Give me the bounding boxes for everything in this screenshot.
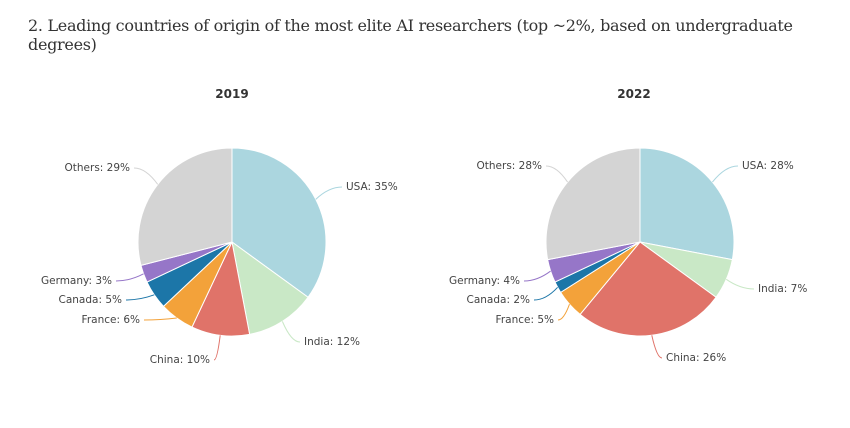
data-label-germany: Germany: 3% <box>41 275 112 287</box>
data-label-china: China: 10% <box>150 354 210 366</box>
data-label-others: Others: 28% <box>477 160 543 172</box>
pie-slice-usa <box>639 147 735 261</box>
connector-usa <box>712 165 739 183</box>
page-title: 2. Leading countries of origin of the mo… <box>28 16 793 54</box>
data-label-canada: Canada: 2% <box>467 294 531 306</box>
data-label-india: India: 7% <box>758 283 807 295</box>
data-label-canada: Canada: 5% <box>59 294 123 306</box>
data-label-china: China: 26% <box>666 352 726 364</box>
data-label-usa: USA: 35% <box>346 181 398 193</box>
connector-germany <box>523 270 551 282</box>
data-label-germany: Germany: 4% <box>449 275 520 287</box>
data-label-france: France: 6% <box>82 314 140 326</box>
connector-france <box>557 303 570 321</box>
connector-india <box>725 278 755 290</box>
connector-canada <box>533 286 558 301</box>
connector-france <box>143 317 177 321</box>
chart-title-2019: 2019 <box>215 87 248 101</box>
pie-2019: USA: 35% India: 12% China: 10% France: 6% Ca… <box>41 147 398 366</box>
connector-india <box>281 321 301 343</box>
pie-slice-others <box>545 147 641 261</box>
data-label-france: France: 5% <box>496 314 554 326</box>
connector-germany <box>115 273 144 282</box>
connector-others <box>133 167 159 185</box>
chart-title-2022: 2022 <box>617 87 650 101</box>
data-label-others: Others: 29% <box>65 162 131 174</box>
pie-slice-india <box>231 240 309 335</box>
connector-others <box>545 165 568 183</box>
connector-china <box>651 335 663 359</box>
connector-china <box>213 335 221 361</box>
connector-canada <box>125 294 155 301</box>
connector-usa <box>315 186 343 200</box>
data-label-usa: USA: 28% <box>742 160 794 172</box>
pie-2022: USA: 28% India: 7% China: 26% France: 5% Can… <box>449 147 807 364</box>
data-label-india: India: 12% <box>304 336 360 348</box>
